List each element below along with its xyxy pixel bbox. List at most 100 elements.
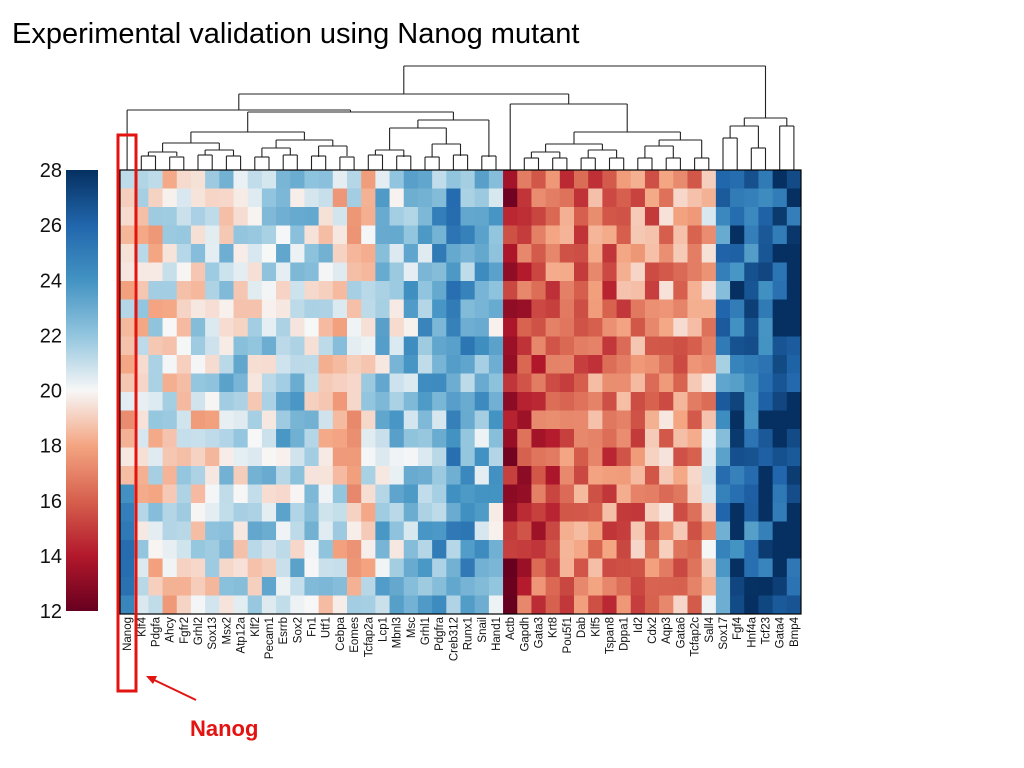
heatmap-cell [644, 503, 660, 522]
heatmap-cell [460, 558, 476, 578]
heatmap-cell [644, 281, 660, 300]
heatmap-cell [786, 225, 802, 245]
heatmap-cell [744, 281, 759, 300]
heatmap-cell [432, 577, 447, 596]
heatmap-cell [261, 392, 277, 411]
heatmap-cell [545, 244, 561, 263]
heatmap-cell [588, 484, 603, 504]
heatmap-cell [432, 392, 447, 411]
heatmap-cell [758, 188, 774, 208]
heatmap-cell [318, 373, 334, 393]
heatmap-cell [559, 595, 575, 615]
heatmap-cell [744, 207, 759, 226]
heatmap-cell [786, 410, 802, 430]
heatmap-cell [176, 188, 192, 208]
heatmap-cell [432, 170, 447, 189]
heatmap-cell [276, 262, 291, 282]
heatmap-cell [233, 484, 249, 504]
heatmap-cell [261, 410, 277, 430]
heatmap-cell [361, 466, 376, 485]
heatmap-cell [460, 188, 476, 208]
column-label: Ahcy [165, 617, 177, 643]
heatmap-cell [347, 281, 362, 300]
heatmap-cell [233, 503, 249, 522]
heatmap-cell [318, 521, 334, 541]
heatmap-cell [488, 484, 504, 504]
heatmap-cell [290, 595, 305, 615]
column-label: Cdx2 [647, 617, 659, 644]
heatmap-cell [347, 392, 362, 411]
heatmap-cell [304, 540, 320, 559]
heatmap-cell [630, 558, 646, 578]
heatmap-cell [616, 466, 632, 485]
heatmap-cell [503, 318, 518, 337]
heatmap-cell [531, 207, 547, 226]
heatmap-cell [715, 244, 731, 263]
heatmap-cell [276, 484, 291, 504]
heatmap-cell [134, 225, 149, 245]
heatmap-cell [304, 595, 320, 615]
heatmap-cell [389, 299, 405, 319]
heatmap-cell [403, 170, 419, 189]
heatmap-cell [389, 392, 405, 411]
heatmap-cell [488, 355, 504, 374]
heatmap-cell [375, 540, 390, 559]
heatmap-cell [233, 373, 249, 393]
heatmap-cell [361, 410, 376, 430]
column-labels: Nanog Klf4 Pdgfa Ahcy Fgfr2 Grhl2 Sox13 Msx2 Atp… [122, 616, 801, 661]
heatmap-cell [503, 373, 518, 393]
heatmap-cell [233, 392, 249, 411]
heatmap-cell [460, 281, 476, 300]
heatmap-cell [389, 595, 405, 615]
heatmap-cell [730, 484, 745, 504]
heatmap-cell [219, 170, 234, 189]
heatmap-cell [531, 373, 547, 393]
heatmap-cell [162, 447, 178, 467]
heatmap-cell [772, 540, 788, 559]
heatmap-cell [644, 392, 660, 411]
heatmap-cell [701, 373, 717, 393]
heatmap-cell [205, 503, 220, 522]
heatmap-cell [687, 392, 703, 411]
heatmap-cell [488, 466, 504, 485]
heatmap-cell [261, 262, 277, 282]
heatmap-cell [602, 207, 617, 226]
heatmap-cell [730, 410, 745, 430]
heatmap-cell [758, 225, 774, 245]
heatmap-cell [417, 392, 433, 411]
column-label: Aqp3 [661, 617, 673, 644]
heatmap-cell [488, 521, 504, 541]
heatmap-cell [403, 595, 419, 615]
column-label: Gata6 [675, 617, 687, 648]
heatmap-cell [190, 170, 206, 189]
heatmap-cell [290, 410, 305, 430]
heatmap-cell [375, 299, 390, 319]
heatmap-cell [446, 207, 461, 226]
heatmap-cell [446, 484, 461, 504]
heatmap-cell [361, 484, 376, 504]
heatmap-cell [219, 262, 234, 282]
heatmap-cell [574, 225, 589, 245]
heatmap-cell [247, 188, 263, 208]
heatmap-cell [531, 225, 547, 245]
heatmap-cell [375, 188, 390, 208]
heatmap-cell [574, 299, 589, 319]
heatmap-cell [417, 484, 433, 504]
heatmap-cell [630, 355, 646, 374]
heatmap-cell [588, 225, 603, 245]
heatmap-cell [361, 336, 376, 356]
heatmap-cell [261, 466, 277, 485]
heatmap-cell [673, 355, 688, 374]
heatmap-cell [659, 577, 674, 596]
heatmap-cell [517, 429, 532, 448]
heatmap-cell [389, 540, 405, 559]
heatmap-cell [474, 225, 490, 245]
heatmap-cell [389, 336, 405, 356]
heatmap-cell [417, 188, 433, 208]
heatmap-cell [332, 281, 348, 300]
heatmap-cell [148, 355, 163, 374]
heatmap-cell [347, 355, 362, 374]
heatmap-cell [474, 466, 490, 485]
column-label: Krt8 [548, 617, 560, 638]
heatmap-cell [559, 484, 575, 504]
